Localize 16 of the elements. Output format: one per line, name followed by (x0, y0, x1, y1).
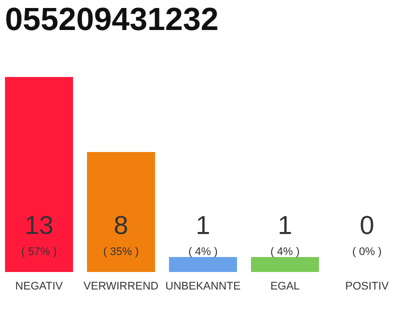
annotation: ( 57% ) (21, 246, 57, 258)
annotation: ( 35% ) (103, 246, 139, 258)
data-label: 13 (24, 210, 54, 240)
x-tick-label: VERWIRREND (84, 280, 159, 292)
data-label: 1 (196, 210, 210, 240)
data-label: 1 (278, 210, 292, 240)
data-label: 8 (114, 210, 128, 240)
x-tick-label: EGAL (270, 280, 300, 292)
x-tick-label: POSITIV (345, 280, 390, 292)
data-label: 0 (360, 210, 374, 240)
annotation: ( 0% ) (352, 246, 382, 258)
annotation: ( 4% ) (270, 246, 300, 258)
annotation: ( 4% ) (188, 246, 218, 258)
x-tick-label: UNBEKANNTE (165, 280, 241, 292)
x-tick-label: NEGATIV (15, 280, 64, 292)
chart-title: 055209431232 (5, 1, 219, 37)
